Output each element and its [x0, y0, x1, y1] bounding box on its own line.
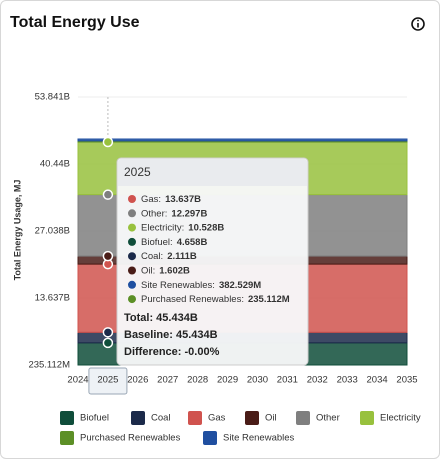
tooltip-item: Oil: 1.602B	[141, 265, 190, 276]
legend-label: Electricity	[380, 413, 421, 424]
tooltip-label: Electricity:	[141, 222, 184, 233]
legend-label: Other	[316, 413, 340, 424]
hover-marker	[102, 250, 114, 262]
x-tick-label: 2035	[396, 375, 417, 386]
y-tick-label: 40.44B	[40, 159, 70, 170]
tooltip-label: Gas:	[141, 194, 161, 205]
legend-item[interactable]: Coal	[131, 411, 171, 425]
legend-label: Biofuel	[80, 413, 109, 424]
legend-swatch	[60, 431, 74, 445]
legend-swatch	[296, 411, 310, 425]
tooltip-dot	[128, 266, 136, 275]
tooltip-item: Purchased Renewables: 235.112M	[141, 294, 290, 305]
tooltip-dot	[128, 252, 136, 261]
hover-marker	[102, 337, 114, 349]
legend-swatch	[60, 411, 74, 425]
tooltip-value: 2.111B	[167, 251, 197, 262]
legend-swatch	[188, 411, 202, 425]
tooltip-item: Gas: 13.637B	[141, 194, 201, 205]
page-title: Total Energy Use	[10, 14, 140, 31]
tooltip-label: Biofuel:	[141, 236, 173, 247]
x-tick-label: 2027	[157, 375, 178, 386]
tooltip-item: Biofuel: 4.658B	[141, 236, 207, 247]
y-tick-label: 27.038B	[35, 226, 70, 237]
y-axis-title: Total Energy Usage, MJ	[12, 180, 22, 281]
tooltip-item: Electricity: 10.528B	[141, 222, 224, 233]
area	[77, 138, 408, 142]
hover-marker	[102, 327, 114, 338]
info-icon[interactable]	[411, 17, 425, 31]
tooltip-dot	[128, 209, 136, 218]
tooltip-label: Other:	[141, 208, 167, 219]
x-tick-highlight	[88, 367, 128, 395]
legend-item[interactable]: Other	[296, 411, 340, 425]
legend-label: Purchased Renewables	[80, 433, 181, 444]
legend-item[interactable]: Biofuel	[60, 411, 109, 425]
x-tick-label: 2030	[247, 375, 268, 386]
tooltip-dot	[128, 280, 136, 289]
tooltip-dot	[128, 195, 136, 203]
tooltip-label: Site Renewables:	[141, 279, 215, 290]
tooltip-baseline: Baseline: 45.434B	[124, 329, 218, 341]
legend-swatch	[245, 411, 259, 425]
tooltip-dot	[128, 223, 136, 232]
legend-label: Site Renewables	[223, 433, 295, 444]
tooltip-item: Site Renewables: 382.529M	[141, 279, 261, 290]
legend-swatch	[131, 411, 145, 425]
legend-swatch	[203, 431, 217, 445]
tooltip-value: 12.297B	[171, 208, 207, 219]
legend-item[interactable]: Electricity	[360, 411, 421, 425]
legend-item[interactable]: Gas	[188, 411, 226, 425]
tooltip-title: 2025	[124, 165, 151, 179]
x-tick-label: 2028	[187, 375, 208, 386]
x-tick-label: 2025	[97, 375, 118, 386]
legend-item[interactable]: Oil	[245, 411, 277, 425]
y-tick-label: 235.112M	[28, 360, 70, 371]
x-tick-label: 2029	[217, 375, 238, 386]
tooltip-dot	[128, 237, 136, 246]
legend-item[interactable]: Purchased Renewables	[60, 431, 181, 445]
tooltip-value: 1.602B	[159, 265, 190, 276]
x-tick-label: 2033	[337, 375, 358, 386]
tooltip-total: Total: 45.434B	[124, 312, 198, 324]
tooltip	[116, 157, 309, 366]
tooltip-label: Coal:	[141, 251, 163, 262]
tooltip-item: Coal: 2.111B	[141, 251, 197, 262]
tooltip-header	[118, 159, 307, 186]
tooltip-dot	[128, 295, 136, 304]
x-tick-label: 2034	[367, 375, 388, 386]
tooltip-label: Oil:	[141, 265, 155, 276]
y-tick-label: 13.637B	[35, 293, 70, 304]
legend-swatch	[360, 411, 374, 425]
legend-label: Gas	[208, 413, 226, 424]
tooltip-value: 10.528B	[188, 222, 224, 233]
x-tick-label: 2024	[67, 375, 88, 386]
x-tick-label: 2032	[307, 375, 328, 386]
tooltip-label: Purchased Renewables:	[141, 294, 244, 305]
tooltip-value: 13.637B	[165, 194, 201, 205]
hover-marker	[102, 136, 114, 148]
x-tick-label: 2026	[127, 375, 148, 386]
tooltip-value: 382.529M	[219, 279, 261, 290]
tooltip-difference: Difference: -0.00%	[124, 346, 220, 358]
tooltip-value: 4.658B	[177, 236, 208, 247]
x-tick-label: 2031	[277, 375, 298, 386]
legend-label: Coal	[151, 413, 171, 424]
y-tick-label: 53.841B	[35, 92, 70, 103]
legend-label: Oil	[265, 413, 277, 424]
hover-marker	[102, 189, 114, 200]
legend-item[interactable]: Site Renewables	[203, 431, 295, 445]
tooltip-item: Other: 12.297B	[141, 208, 207, 219]
tooltip-value: 235.112M	[248, 294, 290, 305]
